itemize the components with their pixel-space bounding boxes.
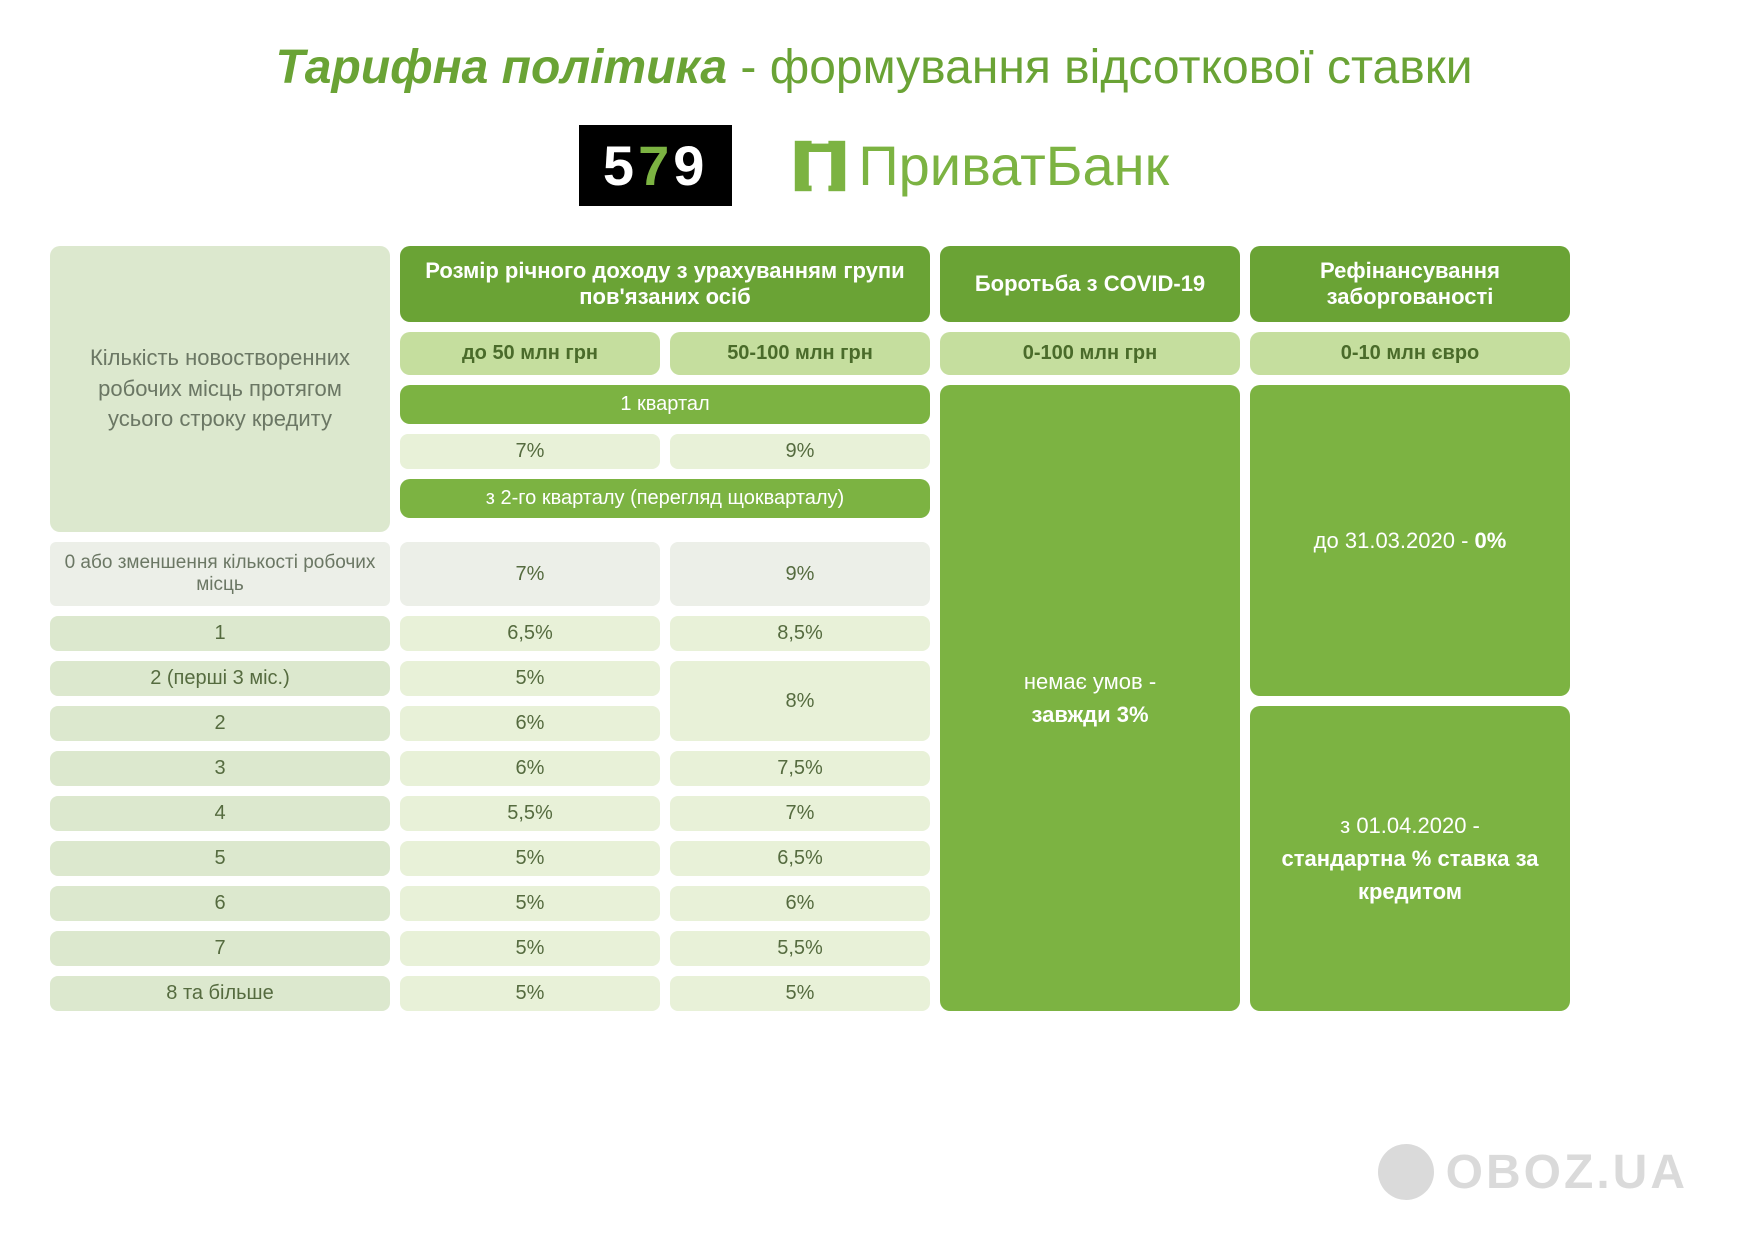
page-title: Тарифна політика - формування відсотково… bbox=[50, 40, 1698, 95]
watermark-icon bbox=[1378, 1144, 1434, 1200]
spacer bbox=[400, 528, 930, 532]
cell-a: 5% bbox=[400, 976, 660, 1011]
cell-a: 5,5% bbox=[400, 796, 660, 831]
q2-header: з 2-го кварталу (перегляд щокварталу) bbox=[400, 479, 930, 518]
cell-b: 6,5% bbox=[670, 841, 930, 876]
tariff-table: Кількість новостворенних робочих місць п… bbox=[50, 246, 1698, 1011]
cell-b: 5% bbox=[670, 976, 930, 1011]
row-label: 7 bbox=[50, 931, 390, 966]
title-bold: Тарифна політика bbox=[275, 41, 727, 94]
row-label: 8 та більше bbox=[50, 976, 390, 1011]
cell-a: 5% bbox=[400, 841, 660, 876]
cell-b: 7% bbox=[670, 796, 930, 831]
refin2-bold: стандартна % ставка за кредитом bbox=[1282, 846, 1539, 904]
logo-579: 579 bbox=[579, 125, 732, 206]
watermark: OBOZ.UA bbox=[1378, 1144, 1688, 1200]
refin-block-1: до 31.03.2020 - 0% bbox=[1250, 385, 1570, 696]
subheader-covid: 0-100 млн грн bbox=[940, 332, 1240, 375]
cell-a: 5% bbox=[400, 661, 660, 696]
cell-b: 8,5% bbox=[670, 616, 930, 651]
cell-a: 6% bbox=[400, 751, 660, 786]
header-income: Розмір річного доходу з урахуванням груп… bbox=[400, 246, 930, 322]
row-label: 0 або зменшення кількості робочих місць bbox=[50, 542, 390, 606]
cell-b: 7,5% bbox=[670, 751, 930, 786]
cell-b: 5,5% bbox=[670, 931, 930, 966]
row-label: 2 (перші 3 міс.) bbox=[50, 661, 390, 696]
q1-val-a: 7% bbox=[400, 434, 660, 469]
logos-row: 579 ПриватБанк bbox=[50, 125, 1698, 206]
refin-block-2: з 01.04.2020 - стандартна % ставка за кр… bbox=[1250, 706, 1570, 1011]
privatbank-text: ПриватБанк bbox=[858, 133, 1169, 198]
cell-a: 7% bbox=[400, 542, 660, 606]
cell-b: 8% bbox=[670, 661, 930, 741]
row-label: 5 bbox=[50, 841, 390, 876]
cell-a: 5% bbox=[400, 931, 660, 966]
cell-a: 6% bbox=[400, 706, 660, 741]
header-refin: Рефінансування заборгованості bbox=[1250, 246, 1570, 322]
logo-privatbank: ПриватБанк bbox=[792, 133, 1169, 198]
logo-9: 9 bbox=[673, 134, 708, 197]
refin2-pre: з 01.04.2020 - bbox=[1340, 813, 1480, 838]
cell-a: 6,5% bbox=[400, 616, 660, 651]
row-label: 6 bbox=[50, 886, 390, 921]
covid-block: немає умов - завжди 3% bbox=[940, 385, 1240, 1011]
row-label: 4 bbox=[50, 796, 390, 831]
subheader-50: до 50 млн грн bbox=[400, 332, 660, 375]
refin1-pre: до 31.03.2020 - bbox=[1314, 528, 1475, 553]
row-label: 1 bbox=[50, 616, 390, 651]
watermark-text: OBOZ.UA bbox=[1446, 1145, 1688, 1200]
row-label: 3 bbox=[50, 751, 390, 786]
cell-a: 5% bbox=[400, 886, 660, 921]
logo-5: 5 bbox=[603, 134, 638, 197]
title-rest: - формування відсоткової ставки bbox=[727, 41, 1472, 94]
covid-line1: немає умов - bbox=[1024, 665, 1156, 698]
q1-header: 1 квартал bbox=[400, 385, 930, 424]
refin1-bold: 0% bbox=[1475, 528, 1507, 553]
logo-7: 7 bbox=[638, 134, 673, 197]
privatbank-icon bbox=[792, 138, 848, 194]
q1-val-b: 9% bbox=[670, 434, 930, 469]
subheader-refin: 0-10 млн євро bbox=[1250, 332, 1570, 375]
cell-b: 6% bbox=[670, 886, 930, 921]
covid-line2: завжди 3% bbox=[1031, 698, 1148, 731]
cell-b: 9% bbox=[670, 542, 930, 606]
row-label: 2 bbox=[50, 706, 390, 741]
subheader-100: 50-100 млн грн bbox=[670, 332, 930, 375]
header-left: Кількість новостворенних робочих місць п… bbox=[50, 246, 390, 532]
header-covid: Боротьба з COVID-19 bbox=[940, 246, 1240, 322]
